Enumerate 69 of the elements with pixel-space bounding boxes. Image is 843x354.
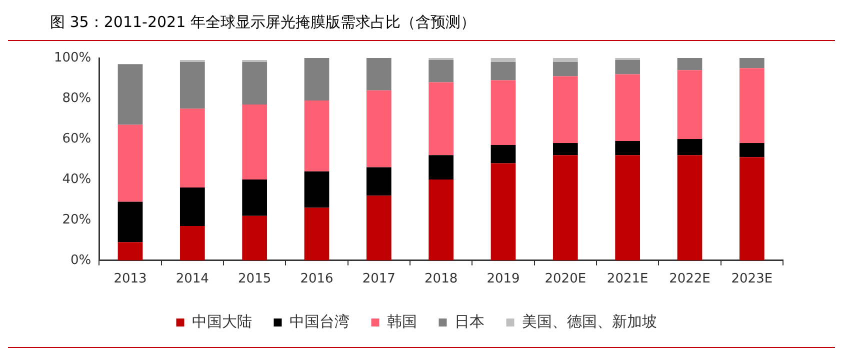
bar bbox=[366, 196, 392, 260]
legend-label: 美国、德国、新加坡 bbox=[522, 312, 657, 330]
legend-label: 日本 bbox=[454, 312, 484, 330]
y-tick-label: 0% bbox=[70, 252, 92, 268]
bar bbox=[118, 64, 143, 125]
bar bbox=[118, 202, 143, 242]
bar bbox=[366, 58, 392, 90]
legend-label: 韩国 bbox=[386, 312, 417, 330]
bar bbox=[242, 62, 268, 105]
x-tick-label: 2020E bbox=[544, 272, 586, 287]
y-tick-label: 40% bbox=[62, 172, 92, 187]
bar bbox=[490, 58, 516, 62]
x-tick-label: 2023E bbox=[731, 272, 773, 287]
bar bbox=[552, 143, 578, 156]
bar bbox=[242, 179, 268, 216]
legend-label: 中国大陆 bbox=[192, 312, 252, 330]
bar bbox=[490, 80, 516, 146]
x-tick-label: 2021E bbox=[606, 272, 648, 287]
x-tick-label: 2015 bbox=[238, 272, 272, 287]
legend-label: 中国台湾 bbox=[289, 312, 350, 330]
bar bbox=[739, 157, 764, 260]
y-tick-label: 20% bbox=[62, 212, 92, 228]
bar bbox=[366, 90, 392, 168]
bar bbox=[366, 167, 392, 196]
bar bbox=[428, 155, 454, 180]
x-tick-label: 2022E bbox=[669, 272, 710, 287]
bar bbox=[552, 62, 578, 76]
bar bbox=[677, 155, 702, 260]
bar bbox=[242, 216, 268, 260]
bar bbox=[118, 242, 143, 260]
y-tick-label: 100% bbox=[54, 50, 92, 66]
chart-title: 图 35：2011-2021 年全球显示屏光掩膜版需求占比（含预测） bbox=[50, 12, 476, 31]
bar bbox=[180, 62, 205, 109]
bar bbox=[242, 104, 268, 180]
bar bbox=[118, 124, 143, 202]
x-tick-label: 2019 bbox=[486, 272, 520, 287]
x-tick-label: 2013 bbox=[114, 272, 147, 287]
bar bbox=[428, 82, 454, 156]
bar bbox=[490, 62, 516, 80]
bar bbox=[615, 74, 640, 141]
bar bbox=[677, 138, 702, 156]
bar bbox=[304, 171, 330, 208]
bar bbox=[677, 58, 702, 70]
x-tick-label: 2014 bbox=[176, 272, 209, 287]
bar bbox=[428, 179, 454, 260]
bar bbox=[490, 163, 516, 260]
bar bbox=[490, 145, 516, 164]
bar bbox=[739, 58, 764, 68]
y-tick-label: 80% bbox=[62, 90, 92, 106]
bar bbox=[180, 226, 205, 260]
y-tick-label: 60% bbox=[62, 131, 92, 146]
bar bbox=[739, 68, 764, 144]
bar bbox=[304, 58, 330, 101]
bar bbox=[552, 76, 578, 144]
bar bbox=[677, 70, 702, 139]
x-tick-label: 2017 bbox=[362, 272, 396, 287]
bar bbox=[615, 155, 640, 260]
bar bbox=[304, 100, 330, 172]
bar bbox=[552, 58, 578, 62]
bar bbox=[615, 140, 640, 156]
bar bbox=[304, 208, 330, 260]
bar bbox=[552, 155, 578, 260]
x-tick-label: 2016 bbox=[300, 272, 334, 287]
bar bbox=[180, 188, 205, 226]
bar bbox=[615, 60, 640, 74]
bar bbox=[180, 108, 205, 188]
bar bbox=[428, 60, 454, 82]
x-tick-label: 2018 bbox=[424, 272, 458, 287]
bar bbox=[739, 143, 764, 158]
